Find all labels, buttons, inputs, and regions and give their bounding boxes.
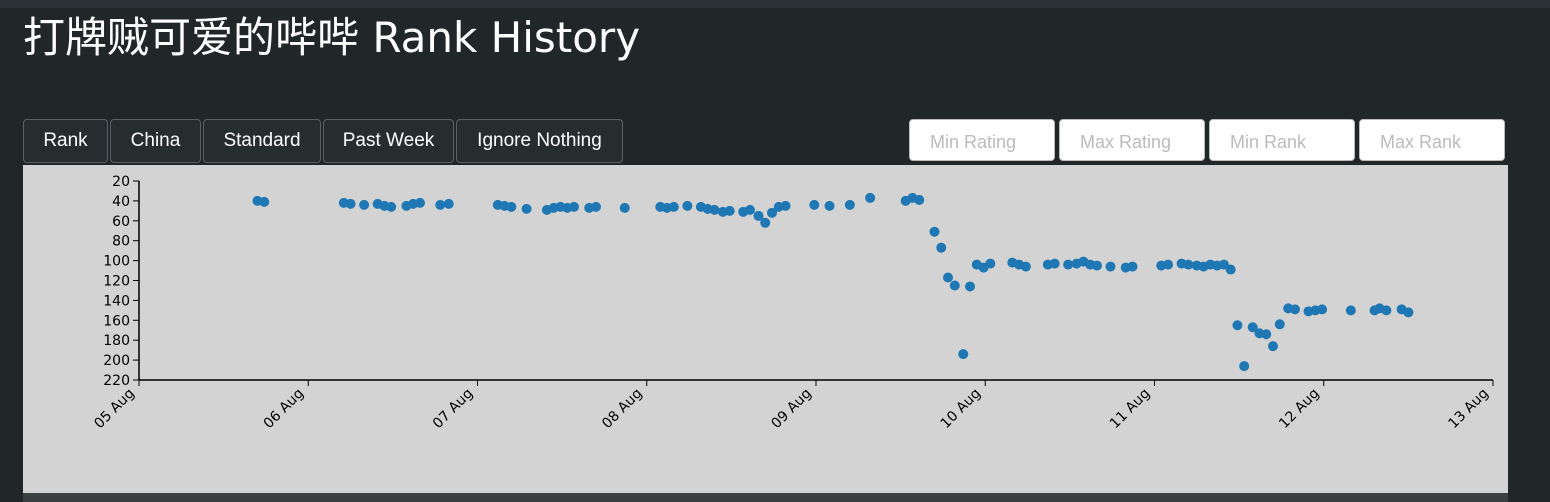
- point: [824, 200, 835, 211]
- point: [443, 198, 454, 209]
- y-tick-label: 120: [103, 274, 130, 290]
- y-tick-label: 100: [103, 254, 130, 270]
- y-tick-label: 20: [112, 174, 130, 190]
- min-rating-input[interactable]: Min Rating: [909, 119, 1055, 161]
- point: [1261, 329, 1272, 340]
- point: [780, 200, 791, 211]
- top-bar: [0, 0, 1550, 8]
- point: [1274, 319, 1285, 330]
- point: [936, 242, 947, 253]
- page-title: 打牌贼可爱的哔哔 Rank History: [23, 13, 641, 62]
- point: [985, 258, 996, 269]
- point: [1049, 258, 1060, 269]
- point: [1247, 322, 1258, 333]
- x-tick-label: 11 Aug: [1107, 386, 1153, 432]
- point: [965, 281, 976, 292]
- point: [1127, 261, 1138, 272]
- point: [744, 204, 755, 215]
- y-tick-label: 60: [112, 214, 130, 230]
- point: [1267, 341, 1278, 352]
- point: [709, 204, 720, 215]
- x-tick-label: 12 Aug: [1276, 386, 1322, 432]
- point: [521, 203, 532, 214]
- x-tick-label: 13 Aug: [1445, 386, 1491, 432]
- point: [1239, 361, 1250, 372]
- region-button[interactable]: China: [110, 119, 201, 163]
- point: [1381, 305, 1392, 316]
- point: [568, 201, 579, 212]
- point: [259, 196, 270, 207]
- x-tick-label: 05 Aug: [91, 386, 137, 432]
- point: [1317, 304, 1328, 315]
- point: [929, 226, 940, 237]
- rank-button[interactable]: Rank: [23, 119, 108, 163]
- y-tick-label: 180: [103, 333, 130, 349]
- point: [435, 199, 446, 210]
- point: [345, 198, 356, 209]
- point: [1063, 259, 1074, 270]
- point: [414, 197, 425, 208]
- point: [949, 280, 960, 291]
- point: [590, 201, 601, 212]
- point: [865, 192, 876, 203]
- y-tick-label: 160: [103, 313, 130, 329]
- x-tick-label: 06 Aug: [261, 386, 307, 432]
- point: [844, 199, 855, 210]
- point: [958, 349, 969, 360]
- point: [1345, 305, 1356, 316]
- point: [1232, 320, 1243, 331]
- point: [1183, 259, 1194, 270]
- point: [506, 201, 517, 212]
- max-rank-input[interactable]: Max Rank: [1359, 119, 1505, 161]
- point: [760, 217, 771, 228]
- point: [668, 201, 679, 212]
- point: [914, 194, 925, 205]
- point: [724, 205, 735, 216]
- period-button[interactable]: Past Week: [323, 119, 454, 163]
- max-rating-input[interactable]: Max Rating: [1059, 119, 1205, 161]
- point: [682, 200, 693, 211]
- point: [1105, 261, 1116, 272]
- x-tick-label: 08 Aug: [599, 386, 645, 432]
- point: [1225, 264, 1236, 275]
- point: [753, 210, 764, 221]
- x-tick-label: 10 Aug: [938, 386, 984, 432]
- y-tick-label: 200: [103, 353, 130, 369]
- x-tick-label: 07 Aug: [430, 386, 476, 432]
- point: [1289, 304, 1300, 315]
- point: [1020, 261, 1031, 272]
- y-tick-label: 40: [112, 194, 130, 210]
- point: [766, 207, 777, 218]
- bottom-bar: [23, 493, 1508, 502]
- point: [809, 199, 820, 210]
- mode-button[interactable]: Standard: [203, 119, 321, 163]
- filter-button[interactable]: Ignore Nothing: [456, 119, 623, 163]
- point: [1163, 259, 1174, 270]
- min-rank-input[interactable]: Min Rank: [1209, 119, 1355, 161]
- x-tick-label: 09 Aug: [768, 386, 814, 432]
- y-tick-label: 220: [103, 373, 130, 389]
- point: [1403, 307, 1414, 318]
- y-tick-label: 80: [112, 234, 130, 250]
- y-tick-label: 140: [103, 293, 130, 309]
- point: [1091, 260, 1102, 271]
- point: [386, 201, 397, 212]
- point: [619, 202, 630, 213]
- point: [943, 272, 954, 283]
- point: [359, 199, 370, 210]
